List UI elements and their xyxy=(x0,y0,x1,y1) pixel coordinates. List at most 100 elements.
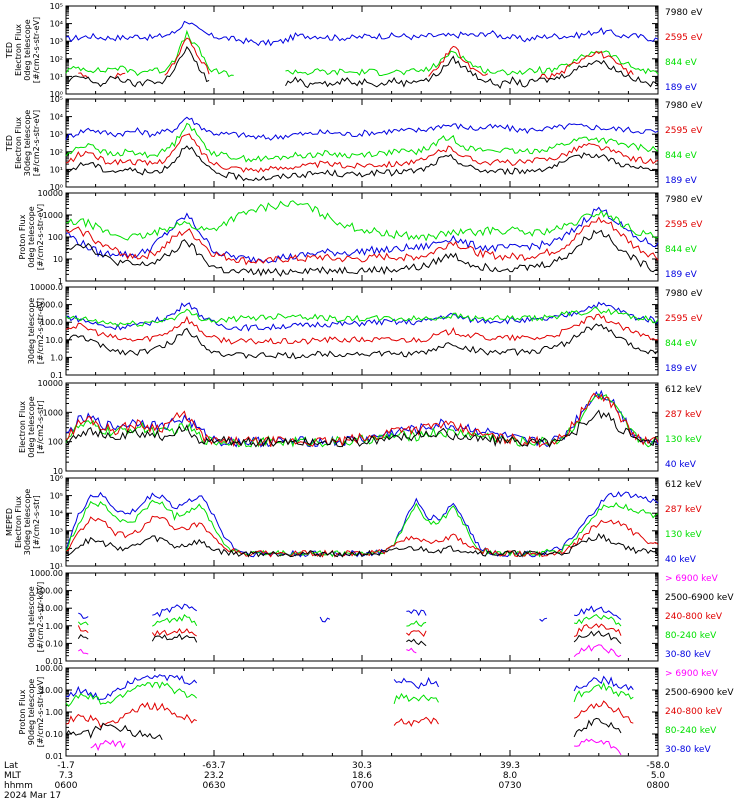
y-axis-label: TED xyxy=(5,42,14,59)
y-tick-label: 10² xyxy=(50,544,63,553)
panel-frame xyxy=(65,98,659,188)
x-tick-label-hhmm: 0800 xyxy=(647,781,670,791)
series-line-green xyxy=(152,613,198,627)
y-tick-label: 0.01 xyxy=(45,657,63,666)
panel-2: 10⁰ 10¹ 10² 10³ 10⁴ 10⁵ TED Electron Flux 30deg … xyxy=(5,95,703,192)
series-line-blue xyxy=(65,674,198,701)
legend-entry: 612 keV xyxy=(665,480,702,490)
legend-entry: 7980 eV xyxy=(665,195,703,205)
series-line-green xyxy=(406,620,427,627)
x-tick-label-lat: 39.3 xyxy=(500,761,520,771)
series-line-black xyxy=(65,722,163,741)
legend-entry: 2500-6900 keV xyxy=(665,593,734,603)
series-line-black xyxy=(77,634,89,640)
y-axis-label: 0deg telescope xyxy=(23,19,32,80)
series-line-magenta xyxy=(78,648,89,655)
legend-entry: 844 eV xyxy=(665,58,698,68)
y-tick-label: 10¹ xyxy=(50,165,63,174)
series-line-blue xyxy=(406,609,427,617)
series-line-blue xyxy=(152,603,197,618)
panel-6: 10¹ 10² 10³ 10⁴ 10⁵ 10⁶ MEPED Electron Flux 30de… xyxy=(5,474,702,571)
panel-frame xyxy=(65,286,659,376)
x-tick-label-lat: -58.0 xyxy=(646,761,670,771)
legend-entry: > 6900 keV xyxy=(665,669,719,679)
x-tick-label-hhmm: 0630 xyxy=(203,781,226,791)
x-tick-label-lat: -1.7 xyxy=(57,761,75,771)
series-line-black xyxy=(573,717,622,738)
y-axis-label: 90deg telescope xyxy=(27,679,36,746)
series-line-black xyxy=(65,532,659,558)
y-tick-label: 10000.0 xyxy=(30,283,63,292)
y-tick-label: 10¹ xyxy=(50,562,63,571)
series-line-green xyxy=(65,306,659,327)
y-tick-label: 1000.00 xyxy=(30,569,63,578)
panel-1: 10⁰ 10¹ 10² 10³ 10⁴ 10⁵ TED Electron Flux 0deg t… xyxy=(5,2,703,99)
y-tick-label: 10⁰ xyxy=(50,183,63,192)
x-tick-label-mlt: 5.0 xyxy=(651,771,666,781)
y-tick-label: 0.1 xyxy=(50,371,63,380)
series-line-blue xyxy=(66,301,659,332)
series-line-black xyxy=(65,409,659,448)
y-axis-label: 30deg telescope xyxy=(27,298,36,365)
y-tick-label: 10.00 xyxy=(40,686,63,695)
y-tick-label: 10.0 xyxy=(45,336,63,345)
x-row-label: Lat xyxy=(4,761,19,771)
legend-entry: 287 keV xyxy=(665,410,702,420)
y-axis-label: [#/cm2-s-str-eV] xyxy=(32,17,41,83)
legend-entry: 30-80 keV xyxy=(665,650,711,660)
series-line-red xyxy=(428,45,489,77)
series-line-red xyxy=(539,50,634,80)
x-row-label: hhmm xyxy=(4,781,33,791)
series-line-red xyxy=(151,627,197,637)
series-line-green xyxy=(573,613,622,627)
legend-entry: > 6900 keV xyxy=(665,574,719,584)
series-line-blue xyxy=(65,116,659,141)
legend-entry: 844 eV xyxy=(665,151,698,161)
y-tick-label: 10² xyxy=(50,148,63,157)
series-line-blue xyxy=(65,206,659,264)
series-line-red xyxy=(65,515,659,558)
y-tick-label: 10³ xyxy=(50,37,63,46)
series-line-black xyxy=(65,46,210,88)
y-tick-label: 100.00 xyxy=(35,587,63,596)
x-tick-label-hhmm: 0600 xyxy=(55,781,78,791)
legend-entry: 2595 eV xyxy=(665,314,703,324)
y-tick-label: 1 xyxy=(58,277,63,286)
series-line-blue xyxy=(539,617,548,622)
y-tick-label: 10 xyxy=(53,255,63,264)
y-tick-label: 10⁵ xyxy=(50,2,63,11)
y-axis-label: 0deg telescope xyxy=(27,586,36,647)
y-tick-label: 10⁴ xyxy=(50,20,63,29)
legend-entry: 2595 eV xyxy=(665,220,703,230)
legend-entry: 240-800 keV xyxy=(665,612,723,622)
x-tick-label-lat: 30.3 xyxy=(352,761,372,771)
panel-3: 1 10 100 1000 10000 Proton Flux 0deg telescope… xyxy=(18,189,703,286)
y-tick-label: 100 xyxy=(48,438,63,447)
series-line-magenta xyxy=(90,739,126,752)
legend-entry: 189 eV xyxy=(665,364,698,374)
y-tick-label: 100.00 xyxy=(35,664,63,673)
series-line-green xyxy=(573,681,634,703)
y-tick-label: 10⁴ xyxy=(50,509,63,518)
y-tick-label: 100.0 xyxy=(40,318,63,327)
y-tick-label: 10.00 xyxy=(40,604,63,613)
y-tick-label: 10³ xyxy=(50,527,63,536)
series-line-red xyxy=(65,216,659,266)
legend-entry: 240-800 keV xyxy=(665,707,723,717)
x-tick-label-mlt: 7.3 xyxy=(59,771,73,781)
legend-entry: 189 eV xyxy=(665,176,698,186)
series-line-black xyxy=(65,229,659,277)
series-line-green xyxy=(77,621,89,626)
y-axis-label: Electron Flux xyxy=(14,24,23,76)
series-line-green xyxy=(65,122,659,163)
legend-entry: 189 eV xyxy=(665,83,698,93)
legend-entry: 130 keV xyxy=(665,435,702,445)
y-tick-label: 10⁵ xyxy=(50,492,63,501)
series-line-red xyxy=(114,72,126,78)
y-tick-label: 10⁵ xyxy=(50,95,63,104)
legend-entry: 7980 eV xyxy=(665,8,703,18)
legend-entry: 40 keV xyxy=(665,460,697,470)
